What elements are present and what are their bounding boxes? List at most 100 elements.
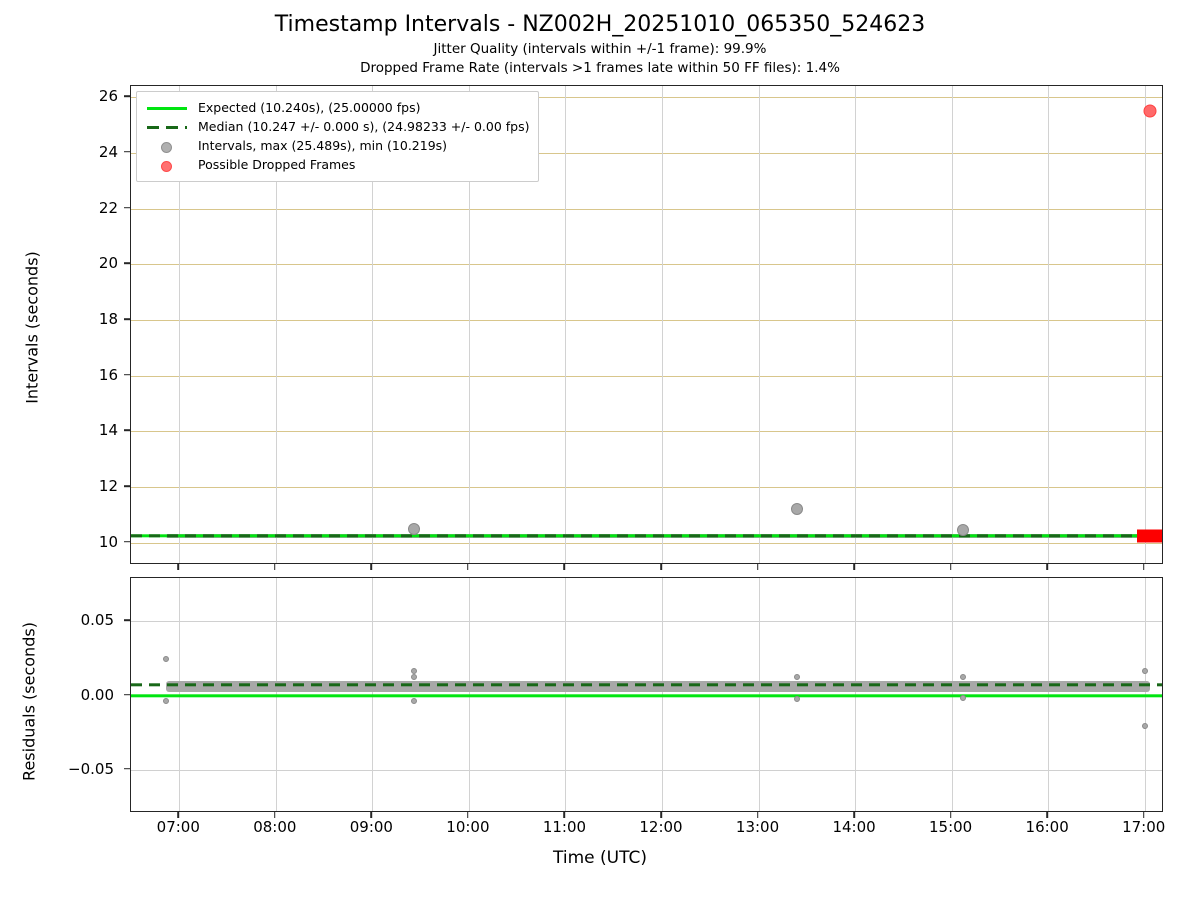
y-tick-mark: [124, 373, 130, 376]
x-tick-mark: [370, 812, 373, 818]
y-tick-label: 18: [98, 309, 118, 328]
y-tick-label: 14: [98, 421, 118, 440]
x-tick-mark: [370, 564, 373, 570]
x-tick-label: 16:00: [1025, 818, 1069, 836]
legend-item-intervals: Intervals, max (25.489s), min (10.219s): [145, 136, 529, 155]
x-tick-mark: [563, 564, 566, 570]
gridline-horizontal: [131, 621, 1162, 623]
dropped-frame-dot-icon: [145, 158, 189, 172]
interval-data-point: [794, 696, 801, 703]
x-tick-mark: [853, 564, 855, 570]
x-tick-label: 09:00: [349, 818, 393, 836]
x-tick-label: 08:00: [253, 818, 297, 836]
interval-data-point: [1141, 722, 1148, 729]
legend-label-expected: Expected (10.240s), (25.00000 fps): [198, 100, 421, 115]
legend-item-dropped-frames: Possible Dropped Frames: [145, 155, 529, 174]
y-tick-label: 0.05: [80, 611, 114, 630]
figure-title: Timestamp Intervals - NZ002H_20251010_06…: [274, 12, 926, 37]
x-tick-label: 07:00: [156, 818, 200, 836]
x-axis-label: Time (UTC): [553, 848, 647, 868]
gridline-horizontal: [131, 319, 1162, 321]
y-tick-label: 22: [98, 198, 118, 217]
x-tick-label: 15:00: [928, 818, 973, 836]
median-line-icon: [145, 120, 189, 134]
gridline-vertical: [1144, 86, 1146, 563]
x-tick-mark: [563, 812, 566, 818]
interval-dot-icon: [145, 139, 189, 153]
x-tick-label: 13:00: [735, 818, 780, 836]
gridline-vertical: [951, 86, 953, 563]
y-tick-mark: [124, 540, 130, 543]
gridline-vertical: [179, 86, 181, 563]
gridline-horizontal: [131, 375, 1162, 377]
legend-label-dropped-frames: Possible Dropped Frames: [198, 157, 356, 172]
interval-data-point: [408, 522, 421, 535]
gridline-vertical: [855, 86, 857, 563]
x-tick-mark: [274, 812, 276, 818]
gridline-vertical: [468, 86, 470, 563]
legend-item-expected: Expected (10.240s), (25.00000 fps): [145, 98, 529, 117]
interval-data-point: [411, 697, 418, 704]
x-tick-mark: [1046, 564, 1048, 570]
x-tick-mark: [1142, 564, 1145, 570]
y-tick-mark: [124, 768, 130, 770]
y-tick-label: 16: [98, 365, 118, 384]
x-tick-mark: [1142, 812, 1145, 818]
legend: Expected (10.240s), (25.00000 fps) Media…: [136, 91, 540, 182]
x-tick-mark: [756, 564, 759, 570]
x-tick-mark: [177, 812, 180, 818]
gridline-horizontal: [131, 152, 1162, 154]
gridline-vertical: [1048, 86, 1050, 563]
y-tick-mark: [124, 206, 130, 209]
x-tick-mark: [467, 812, 469, 818]
gridline-vertical: [372, 86, 374, 563]
gridline-horizontal: [131, 431, 1162, 433]
legend-label-intervals: Intervals, max (25.489s), min (10.219s): [198, 138, 448, 153]
gridline-vertical: [661, 86, 663, 563]
y-tick-mark: [124, 95, 130, 97]
gridline-horizontal: [131, 264, 1162, 266]
interval-data-point: [791, 503, 804, 516]
jitter-quality-subtitle: Jitter Quality (intervals within +/-1 fr…: [433, 41, 767, 57]
x-tick-mark: [949, 812, 952, 818]
x-tick-label: 11:00: [542, 818, 587, 836]
expected-interval-line: [131, 693, 1162, 698]
x-tick-mark: [853, 812, 855, 818]
interval-data-point: [956, 524, 969, 537]
interval-data-point: [163, 697, 170, 704]
legend-item-median: Median (10.247 +/- 0.000 s), (24.98233 +…: [145, 117, 529, 136]
dropped-frame-point: [1143, 104, 1157, 118]
x-tick-mark: [467, 564, 469, 570]
y-tick-label: 20: [98, 254, 118, 273]
expected-line-icon: [145, 101, 189, 115]
y-tick-label: 10: [98, 532, 118, 551]
gridline-horizontal: [131, 208, 1162, 210]
interval-data-point: [163, 656, 170, 663]
title-block: Timestamp Intervals - NZ002H_20251010_06…: [0, 10, 1200, 78]
interval-data-point: [794, 673, 801, 680]
interval-data-point: [411, 667, 418, 674]
y-tick-mark: [124, 693, 130, 696]
dropped-frame-rate-subtitle: Dropped Frame Rate (intervals >1 frames …: [360, 60, 840, 76]
gridline-horizontal: [131, 542, 1162, 544]
interval-data-point: [959, 673, 966, 680]
x-tick-mark: [660, 564, 662, 570]
gridline-vertical: [565, 86, 567, 563]
y-tick-mark: [124, 262, 130, 265]
y-tick-label: 0.00: [80, 685, 114, 704]
x-tick-label: 14:00: [832, 818, 876, 836]
gridline-vertical: [275, 86, 277, 563]
x-tick-mark: [949, 564, 952, 570]
interval-data-point: [1141, 667, 1148, 674]
gridline-vertical: [758, 86, 760, 563]
residuals-plot-area: [130, 577, 1163, 812]
gridline-horizontal: [131, 97, 1162, 99]
legend-label-median: Median (10.247 +/- 0.000 s), (24.98233 +…: [198, 119, 530, 134]
x-tick-mark: [177, 564, 180, 570]
interval-data-point: [411, 673, 418, 680]
y-tick-label: 12: [98, 477, 118, 496]
dropped-frame-cluster: [1136, 529, 1162, 543]
gridline-horizontal: [131, 487, 1162, 489]
x-tick-label: 10:00: [446, 818, 490, 836]
